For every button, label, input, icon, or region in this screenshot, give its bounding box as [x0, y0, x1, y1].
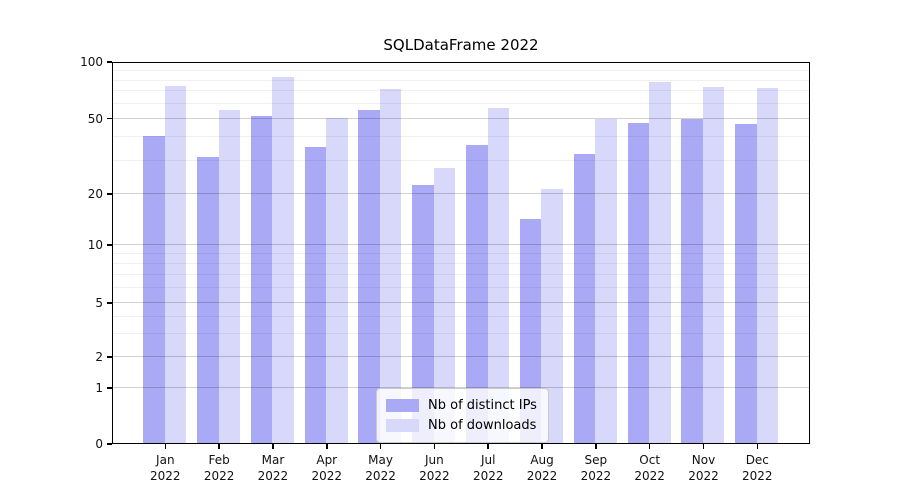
y-tick	[107, 302, 112, 304]
x-tick	[379, 444, 382, 449]
bar-distinct-ips-aug	[519, 219, 542, 443]
gridline-major	[113, 387, 809, 389]
x-tick	[164, 444, 167, 449]
x-tick	[272, 444, 274, 449]
bar-distinct-ips-jul	[466, 144, 488, 443]
y-tick	[107, 387, 112, 389]
x-tick	[487, 444, 489, 449]
y-tick-label: 10	[87, 238, 103, 252]
legend-label-distinct-ips: Nb of distinct IPs	[428, 397, 537, 413]
gridline-major	[113, 193, 809, 195]
bar-distinct-ips-sep	[573, 154, 596, 443]
bar-distinct-ips-may	[358, 109, 380, 443]
bar-distinct-ips-oct	[627, 122, 650, 443]
x-tick	[702, 444, 705, 449]
x-tick-label: Nov 2022	[688, 453, 719, 483]
x-tick-label: Jul 2022	[472, 453, 504, 483]
gridline-minor	[113, 274, 809, 276]
gridline-major	[113, 302, 809, 304]
gridline-minor	[113, 332, 809, 334]
x-tick	[756, 444, 759, 449]
y-tick-label: 1	[95, 381, 103, 395]
y-tick-label: 5	[95, 296, 103, 310]
bar-distinct-ips-jan	[143, 135, 165, 443]
y-tick	[107, 117, 112, 120]
x-tick-label: Oct 2022	[634, 453, 665, 483]
bar-downloads-jan	[164, 85, 187, 443]
x-tick	[541, 444, 543, 449]
x-tick-label: Apr 2022	[311, 453, 343, 483]
x-tick-label: Dec 2022	[742, 453, 773, 483]
legend-item-distinct-ips: Nb of distinct IPs	[386, 395, 537, 415]
legend: Nb of distinct IPs Nb of downloads	[376, 388, 549, 443]
x-tick	[325, 444, 328, 449]
gridline-minor	[113, 69, 809, 71]
bar-downloads-apr	[326, 117, 348, 443]
gridline-minor	[113, 315, 809, 317]
gridline-minor	[113, 263, 809, 265]
bar-downloads-mar	[272, 77, 294, 443]
x-tick	[218, 444, 220, 449]
gridline-minor	[113, 90, 809, 92]
x-tick-label: Jun 2022	[419, 453, 450, 483]
bar-downloads-dec	[756, 87, 779, 443]
bar-downloads-aug	[541, 188, 563, 443]
y-tick	[107, 244, 112, 246]
bar-distinct-ips-apr	[304, 146, 327, 443]
bar-downloads-feb	[218, 109, 241, 443]
bar-downloads-oct	[649, 82, 671, 443]
x-tick	[595, 444, 597, 449]
y-tick	[107, 443, 112, 445]
bar-downloads-nov	[702, 86, 725, 443]
bar-distinct-ips-jun	[412, 185, 434, 443]
x-tick	[433, 444, 436, 449]
gridline-minor	[113, 103, 809, 105]
legend-swatch-distinct-ips	[386, 398, 419, 412]
y-tick-label: 20	[87, 187, 103, 201]
x-tick-label: Jan 2022	[150, 453, 181, 483]
gridline-major	[113, 244, 809, 246]
bar-downloads-jun	[433, 168, 456, 443]
bar-downloads-sep	[595, 119, 617, 443]
y-tick-label: 50	[87, 111, 103, 126]
bar-distinct-ips-nov	[681, 119, 703, 443]
y-tick-label: 2	[95, 350, 103, 364]
y-tick-label: 0	[95, 437, 103, 451]
y-tick	[107, 356, 112, 358]
plot-area	[112, 62, 810, 444]
chart-title: SQLDataFrame 2022	[383, 36, 539, 54]
gridline-minor	[113, 287, 809, 289]
legend-swatch-downloads	[386, 418, 419, 432]
x-tick-label: Aug 2022	[526, 453, 558, 483]
y-tick-label: 100	[80, 55, 103, 69]
x-tick-label: Sep 2022	[580, 453, 612, 483]
bar-distinct-ips-dec	[735, 124, 757, 443]
gridline-major	[113, 117, 809, 119]
gridline-minor	[113, 79, 809, 81]
legend-label-downloads: Nb of downloads	[428, 417, 537, 433]
y-tick	[107, 193, 112, 195]
bar-downloads-may	[379, 88, 402, 443]
x-tick-label: May 2022	[365, 453, 396, 483]
gridline-minor	[113, 253, 809, 255]
x-tick-label: Feb 2022	[203, 453, 235, 483]
bar-distinct-ips-mar	[250, 115, 273, 443]
gridline-major	[113, 356, 809, 358]
bar-downloads-jul	[487, 108, 510, 443]
x-tick-label: Mar 2022	[257, 453, 289, 483]
gridline-minor	[113, 159, 809, 161]
x-tick	[648, 444, 651, 449]
legend-item-downloads: Nb of downloads	[386, 415, 537, 435]
gridline-minor	[113, 136, 809, 138]
y-tick	[107, 61, 112, 63]
bar-distinct-ips-feb	[197, 156, 219, 443]
